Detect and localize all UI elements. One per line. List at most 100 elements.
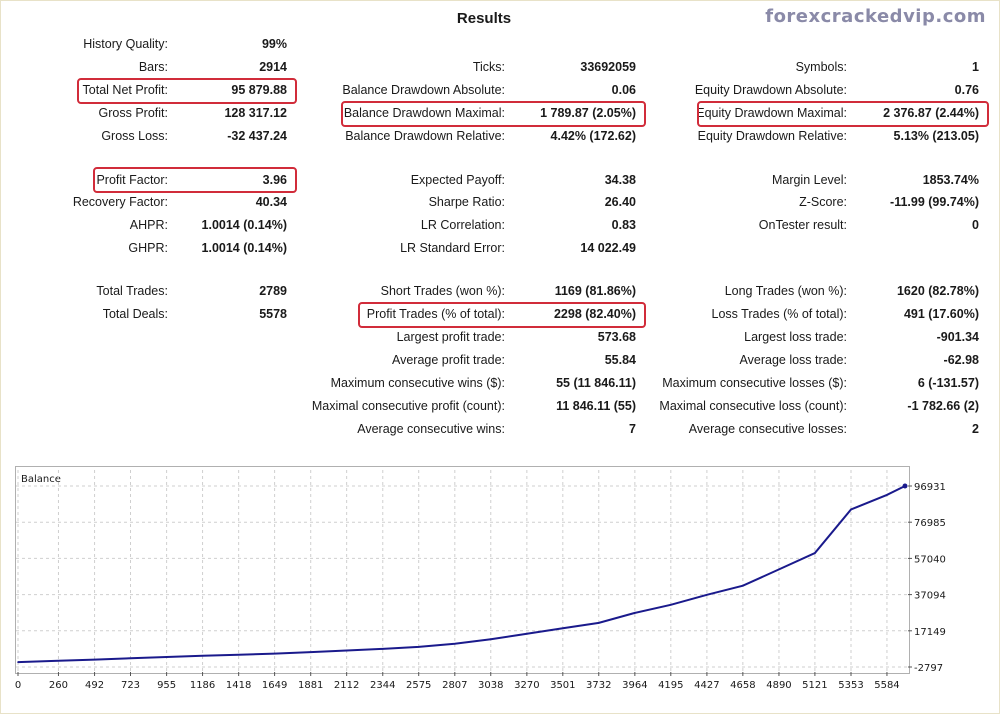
col1-label-4: Gross Loss: bbox=[101, 129, 168, 143]
col3-label-8: Loss Trades (% of total): bbox=[711, 307, 847, 321]
x-tick-label: 5121 bbox=[802, 680, 827, 691]
col2-value-12: 55 (11 846.11) bbox=[556, 376, 636, 390]
col3-value-13: 2 bbox=[972, 422, 979, 436]
col1-value-6: 40.34 bbox=[255, 195, 287, 209]
x-tick-label: 955 bbox=[157, 680, 176, 691]
x-tick-label: 2807 bbox=[442, 680, 467, 691]
col2-value-13: 11 846.11 (55) bbox=[556, 399, 636, 413]
balance-point bbox=[886, 494, 888, 496]
col3-value-1: 0.76 bbox=[954, 83, 979, 97]
chart-title: Balance bbox=[21, 474, 61, 485]
col2-label-1: Balance Drawdown Absolute: bbox=[342, 83, 505, 97]
col2-value-14: 7 bbox=[629, 422, 636, 436]
col1-value-0: 99% bbox=[261, 37, 287, 51]
col3-value-12: -1 782.66 (2) bbox=[907, 399, 979, 413]
col3-label-2: Equity Drawdown Maximal: bbox=[696, 106, 847, 120]
x-tick-label: 723 bbox=[121, 680, 140, 691]
col2-label-12: Maximum consecutive wins ($): bbox=[330, 376, 505, 390]
balance-point bbox=[129, 657, 132, 660]
x-tick-label: 2575 bbox=[406, 680, 431, 691]
balance-point bbox=[778, 568, 780, 571]
highlight-profit-factor bbox=[93, 167, 297, 193]
col1-label-7: AHPR: bbox=[129, 218, 168, 232]
x-tick-label: 3501 bbox=[550, 680, 575, 691]
highlight-total-net-profit bbox=[77, 78, 297, 104]
y-tick-label: 17149 bbox=[914, 627, 946, 638]
balance-point bbox=[670, 603, 672, 606]
col3-label-3: Equity Drawdown Relative: bbox=[697, 129, 847, 143]
col2-value-6: 0.83 bbox=[611, 218, 636, 232]
col1-label-1: Bars: bbox=[138, 60, 168, 74]
x-tick-label: 0 bbox=[15, 680, 21, 691]
balance-point bbox=[597, 622, 600, 624]
col1-label-10: Total Deals: bbox=[102, 307, 168, 321]
x-tick-label: 4890 bbox=[766, 680, 791, 691]
col3-label-7: Long Trades (won %): bbox=[724, 284, 847, 298]
col3-value-3: 5.13% (213.05) bbox=[893, 129, 979, 143]
col3-label-1: Equity Drawdown Absolute: bbox=[694, 83, 847, 97]
col2-value-4: 34.38 bbox=[604, 173, 636, 187]
balance-point bbox=[237, 653, 240, 656]
balance-point bbox=[57, 660, 60, 662]
col2-label-2: Balance Drawdown Maximal: bbox=[343, 106, 505, 120]
col1-value-8: 1.0014 (0.14%) bbox=[201, 241, 287, 255]
x-tick-label: 2112 bbox=[334, 680, 359, 691]
col3-label-6: OnTester result: bbox=[758, 218, 847, 232]
col3-value-5: -11.99 (99.74%) bbox=[890, 195, 979, 209]
col1-label-2: Total Net Profit: bbox=[82, 83, 168, 97]
col2-label-14: Average consecutive wins: bbox=[357, 422, 505, 436]
balance-point bbox=[309, 651, 312, 653]
balance-point bbox=[201, 654, 204, 657]
col1-value-5: 3.96 bbox=[262, 173, 287, 187]
balance-chart bbox=[15, 466, 910, 674]
y-tick-label: 76985 bbox=[914, 518, 946, 529]
balance-point bbox=[634, 612, 636, 614]
col1-value-2: 95 879.88 bbox=[231, 83, 287, 97]
col3-value-7: 1620 (82.78%) bbox=[896, 284, 979, 298]
col2-label-3: Balance Drawdown Relative: bbox=[345, 129, 505, 143]
balance-point bbox=[381, 648, 384, 650]
x-tick-label: 1186 bbox=[190, 680, 215, 691]
x-tick-label: 4658 bbox=[730, 680, 755, 691]
col3-value-10: -62.98 bbox=[943, 353, 979, 367]
col1-value-1: 2914 bbox=[259, 60, 287, 74]
balance-point bbox=[345, 649, 348, 652]
balance-point bbox=[165, 656, 168, 658]
col2-label-11: Average profit trade: bbox=[391, 353, 505, 367]
col3-value-9: -901.34 bbox=[936, 330, 979, 344]
balance-series-line bbox=[17, 485, 906, 664]
x-tick-label: 4427 bbox=[694, 680, 719, 691]
x-tick-label: 5353 bbox=[838, 680, 863, 691]
col1-label-3: Gross Profit: bbox=[98, 106, 168, 120]
x-tick-label: 1881 bbox=[298, 680, 323, 691]
x-tick-label: 3732 bbox=[586, 680, 611, 691]
col2-label-7: LR Standard Error: bbox=[400, 241, 505, 255]
col2-value-5: 26.40 bbox=[604, 195, 636, 209]
col2-value-8: 1169 (81.86%) bbox=[554, 284, 636, 298]
balance-point bbox=[93, 658, 96, 661]
col1-value-7: 1.0014 (0.14%) bbox=[201, 218, 287, 232]
highlight-equity-drawdown-maximal bbox=[697, 101, 989, 127]
col2-value-1: 0.06 bbox=[611, 83, 636, 97]
balance-point bbox=[273, 652, 276, 655]
col1-label-8: GHPR: bbox=[128, 241, 168, 255]
x-tick-label: 3270 bbox=[514, 680, 539, 691]
col2-label-6: LR Correlation: bbox=[420, 218, 505, 232]
x-tick-label: 3964 bbox=[622, 680, 647, 691]
balance-point bbox=[417, 646, 420, 648]
x-tick-label: 1418 bbox=[226, 680, 251, 691]
col2-value-10: 573.68 bbox=[597, 330, 636, 344]
col2-label-13: Maximal consecutive profit (count): bbox=[311, 399, 505, 413]
col3-value-11: 6 (-131.57) bbox=[917, 376, 979, 390]
x-tick-label: 3038 bbox=[478, 680, 503, 691]
col3-value-0: 1 bbox=[972, 60, 979, 74]
x-tick-label: 5584 bbox=[874, 680, 899, 691]
highlight-profit-trades bbox=[358, 302, 646, 328]
col2-value-0: 33692059 bbox=[580, 60, 636, 74]
col1-label-5: Profit Factor: bbox=[96, 173, 168, 187]
col3-value-2: 2 376.87 (2.44%) bbox=[883, 106, 979, 120]
col2-label-10: Largest profit trade: bbox=[396, 330, 505, 344]
y-tick-label: 37094 bbox=[914, 591, 946, 602]
col3-label-13: Average consecutive losses: bbox=[688, 422, 847, 436]
